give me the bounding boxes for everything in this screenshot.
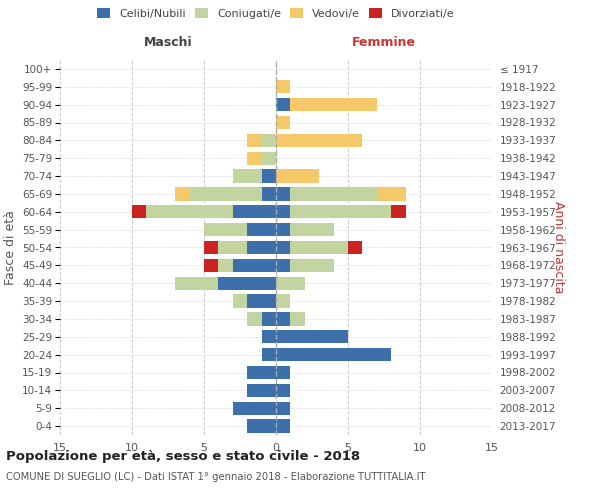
Text: Popolazione per età, sesso e stato civile - 2018: Popolazione per età, sesso e stato civil… bbox=[6, 450, 360, 463]
Bar bbox=[276, 98, 290, 112]
Bar bbox=[276, 134, 362, 147]
Bar bbox=[132, 205, 146, 218]
Bar bbox=[290, 187, 377, 200]
Y-axis label: Anni di nascita: Anni di nascita bbox=[552, 201, 565, 294]
Bar bbox=[290, 98, 377, 112]
Bar bbox=[276, 384, 290, 397]
Bar bbox=[262, 312, 276, 326]
Bar bbox=[247, 366, 276, 379]
Bar bbox=[204, 258, 218, 272]
Bar bbox=[262, 170, 276, 183]
Bar bbox=[247, 134, 262, 147]
Bar bbox=[247, 241, 276, 254]
Bar bbox=[290, 205, 391, 218]
Bar bbox=[276, 223, 290, 236]
Bar bbox=[262, 330, 276, 344]
Y-axis label: Fasce di età: Fasce di età bbox=[4, 210, 17, 285]
Bar bbox=[247, 420, 276, 433]
Bar bbox=[290, 258, 334, 272]
Bar bbox=[377, 187, 406, 200]
Bar bbox=[262, 152, 276, 165]
Bar bbox=[276, 366, 290, 379]
Text: Femmine: Femmine bbox=[352, 36, 416, 50]
Bar bbox=[276, 348, 391, 362]
Bar bbox=[190, 187, 262, 200]
Bar bbox=[290, 312, 305, 326]
Bar bbox=[247, 152, 262, 165]
Bar bbox=[276, 330, 348, 344]
Bar bbox=[290, 223, 334, 236]
Bar bbox=[146, 205, 233, 218]
Bar bbox=[247, 223, 276, 236]
Bar bbox=[276, 294, 290, 308]
Bar bbox=[276, 187, 290, 200]
Bar bbox=[276, 80, 290, 94]
Bar bbox=[262, 134, 276, 147]
Bar bbox=[276, 420, 290, 433]
Bar bbox=[233, 258, 276, 272]
Bar bbox=[348, 241, 362, 254]
Bar bbox=[276, 241, 290, 254]
Bar bbox=[276, 170, 319, 183]
Text: Maschi: Maschi bbox=[143, 36, 193, 50]
Bar bbox=[276, 402, 290, 415]
Bar bbox=[391, 205, 406, 218]
Bar bbox=[233, 402, 276, 415]
Bar bbox=[175, 276, 218, 290]
Bar bbox=[233, 205, 276, 218]
Bar bbox=[204, 223, 247, 236]
Bar bbox=[262, 348, 276, 362]
Bar bbox=[218, 241, 247, 254]
Bar bbox=[218, 258, 233, 272]
Bar bbox=[233, 170, 262, 183]
Bar bbox=[276, 258, 290, 272]
Bar bbox=[175, 187, 190, 200]
Bar bbox=[247, 384, 276, 397]
Bar bbox=[276, 116, 290, 129]
Bar bbox=[262, 187, 276, 200]
Bar bbox=[247, 294, 276, 308]
Text: COMUNE DI SUEGLIO (LC) - Dati ISTAT 1° gennaio 2018 - Elaborazione TUTTITALIA.IT: COMUNE DI SUEGLIO (LC) - Dati ISTAT 1° g… bbox=[6, 472, 425, 482]
Bar bbox=[290, 241, 348, 254]
Legend: Celibi/Nubili, Coniugati/e, Vedovi/e, Divorziati/e: Celibi/Nubili, Coniugati/e, Vedovi/e, Di… bbox=[97, 8, 455, 19]
Bar bbox=[276, 276, 305, 290]
Bar bbox=[276, 205, 290, 218]
Bar bbox=[233, 294, 247, 308]
Bar bbox=[218, 276, 276, 290]
Bar bbox=[276, 312, 290, 326]
Bar bbox=[247, 312, 262, 326]
Bar bbox=[204, 241, 218, 254]
